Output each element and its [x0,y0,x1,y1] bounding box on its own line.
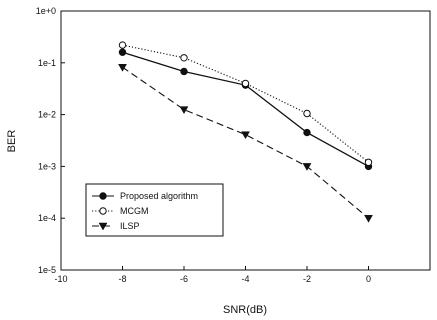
data-point [180,54,188,62]
legend-label: Proposed algorithm [120,191,198,201]
data-point [241,131,250,140]
x-tick-label: -4 [241,274,249,284]
x-tick-label: 0 [366,274,371,284]
data-point [118,41,127,49]
y-tick-label: 1e-3 [38,161,56,171]
data-point [303,128,311,137]
data-point [303,109,311,118]
legend-box [85,183,224,237]
data-point [99,192,107,200]
legend-label: MCGM [120,206,149,216]
data-point [241,79,250,88]
y-tick-label: 1e-5 [38,265,56,275]
series-line [122,51,369,167]
data-point [364,158,373,166]
x-tick-label: -2 [303,274,311,284]
x-tick-label: -6 [180,274,188,284]
series-layer [118,41,373,223]
x-tick-label: -10 [54,274,67,284]
series-3 [118,64,373,223]
x-axis-label: SNR(dB) [223,304,267,316]
data-point [180,67,188,76]
y-axis-label: BER [6,130,18,153]
data-point [302,163,312,171]
y-tick-label: 1e+0 [36,6,56,16]
data-point [99,207,107,215]
legend-label: ILSP [120,221,140,231]
legend: Proposed algorithm MCGM ILSP [85,183,224,237]
series-2 [118,41,373,166]
x-tick-label: -8 [118,274,126,284]
y-tick-label: 1e-4 [38,213,56,223]
y-tick-label: 1e-1 [38,58,56,68]
series-1 [118,48,373,171]
data-point [364,214,373,223]
series-line [122,66,369,219]
series-line [122,44,369,163]
data-point [98,222,108,231]
y-tick-label: 1e-2 [38,110,56,120]
y-axis-ticks: 1e-5 1e-4 1e-3 1e-2 1e-1 1e+0 [36,6,65,275]
data-point [179,106,189,115]
data-point [118,48,127,56]
x-axis-ticks: -10 -8 -6 -4 -2 0 [54,266,371,284]
data-point [118,64,127,72]
